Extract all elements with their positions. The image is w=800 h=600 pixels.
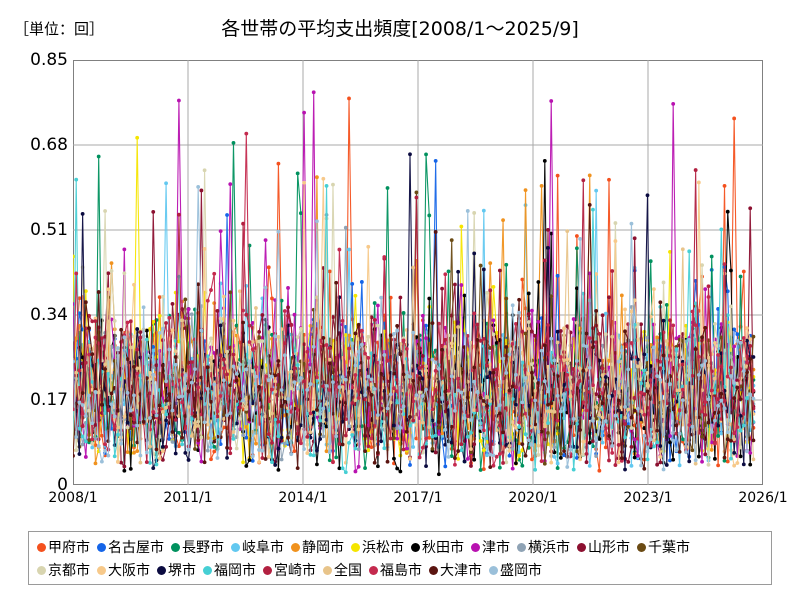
y-tick-label: 0.68 bbox=[30, 135, 68, 155]
legend-label: 秋田市 bbox=[422, 539, 464, 556]
legend-item-大津市[interactable]: 大津市 bbox=[429, 564, 482, 578]
legend-item-大阪市[interactable]: 大阪市 bbox=[97, 564, 150, 578]
x-tick-label: 2014/1 bbox=[278, 490, 328, 506]
legend-label: 山形市 bbox=[588, 539, 630, 556]
y-tick-label: 0.51 bbox=[30, 220, 68, 240]
legend-label: 静岡市 bbox=[302, 539, 344, 556]
legend-row-2: 京都市 大阪市 堺市 福岡市 宮崎市 全国 福島市 大津市 盛岡市 bbox=[37, 559, 765, 582]
legend-item-長野市[interactable]: 長野市 bbox=[171, 541, 224, 555]
legend-label: 福岡市 bbox=[214, 562, 256, 579]
legend-item-横浜市[interactable]: 横浜市 bbox=[517, 541, 570, 555]
series-19 bbox=[73, 185, 756, 472]
legend-item-岐阜市[interactable]: 岐阜市 bbox=[231, 541, 284, 555]
legend-marker-icon bbox=[323, 566, 332, 575]
legend-item-宮崎市[interactable]: 宮崎市 bbox=[263, 564, 316, 578]
legend-item-秋田市[interactable]: 秋田市 bbox=[411, 541, 464, 555]
legend-marker-icon bbox=[411, 543, 420, 552]
x-tick-label: 2023/1 bbox=[623, 490, 673, 506]
legend-item-静岡市[interactable]: 静岡市 bbox=[291, 541, 344, 555]
x-tick-label: 2026/1 bbox=[738, 490, 788, 506]
legend-item-全国[interactable]: 全国 bbox=[323, 564, 362, 578]
legend-marker-icon bbox=[37, 566, 46, 575]
legend-label: 岐阜市 bbox=[242, 539, 284, 556]
legend-marker-icon bbox=[97, 566, 106, 575]
legend-item-堺市[interactable]: 堺市 bbox=[157, 564, 196, 578]
legend-label: 京都市 bbox=[48, 562, 90, 579]
legend-item-浜松市[interactable]: 浜松市 bbox=[351, 541, 404, 555]
legend-label: 名古屋市 bbox=[108, 539, 164, 556]
legend-row-1: 甲府市 名古屋市 長野市 岐阜市 静岡市 浜松市 秋田市 津市 横浜市 山形市 千葉市 bbox=[37, 536, 765, 559]
legend-label: 千葉市 bbox=[648, 539, 690, 556]
legend-marker-icon bbox=[369, 566, 378, 575]
legend-marker-icon bbox=[351, 543, 360, 552]
legend-label: 大津市 bbox=[440, 562, 482, 579]
legend-item-盛岡市[interactable]: 盛岡市 bbox=[489, 564, 542, 578]
legend-marker-icon bbox=[231, 543, 240, 552]
legend-label: 津市 bbox=[482, 539, 510, 556]
legend-marker-icon bbox=[291, 543, 300, 552]
x-tick-label: 2020/1 bbox=[508, 490, 558, 506]
legend-item-甲府市[interactable]: 甲府市 bbox=[37, 541, 90, 555]
legend-label: 福島市 bbox=[380, 562, 422, 579]
x-tick-label: 2017/1 bbox=[393, 490, 443, 506]
unit-label: ［単位：回］ bbox=[14, 21, 105, 38]
x-tick-label: 2008/1 bbox=[48, 490, 98, 506]
legend-label: 横浜市 bbox=[528, 539, 570, 556]
legend-marker-icon bbox=[37, 543, 46, 552]
y-tick-label: 0.85 bbox=[30, 50, 68, 70]
legend-marker-icon bbox=[157, 566, 166, 575]
y-tick-label: 0.34 bbox=[30, 305, 68, 325]
legend-marker-icon bbox=[263, 566, 272, 575]
legend-item-福岡市[interactable]: 福岡市 bbox=[203, 564, 256, 578]
legend-marker-icon bbox=[489, 566, 498, 575]
legend-marker-icon bbox=[203, 566, 212, 575]
legend-marker-icon bbox=[97, 543, 106, 552]
series-canvas bbox=[73, 60, 763, 485]
legend-item-山形市[interactable]: 山形市 bbox=[577, 541, 630, 555]
chart-title: 各世帯の平均支出頻度[2008/1～2025/9] bbox=[221, 18, 579, 40]
legend-item-京都市[interactable]: 京都市 bbox=[37, 564, 90, 578]
legend-label: 盛岡市 bbox=[500, 562, 542, 579]
legend: 甲府市 名古屋市 長野市 岐阜市 静岡市 浜松市 秋田市 津市 横浜市 山形市 千葉市 京都市 大阪市… bbox=[28, 531, 772, 585]
y-tick-label: 0 bbox=[57, 475, 68, 495]
legend-label: 浜松市 bbox=[362, 539, 404, 556]
legend-label: 大阪市 bbox=[108, 562, 150, 579]
legend-item-福島市[interactable]: 福島市 bbox=[369, 564, 422, 578]
plot-area bbox=[73, 60, 763, 485]
legend-marker-icon bbox=[471, 543, 480, 552]
y-axis-tick-labels: 0 0.17 0.34 0.51 0.68 0.85 bbox=[0, 0, 68, 600]
legend-item-津市[interactable]: 津市 bbox=[471, 541, 510, 555]
legend-label: 長野市 bbox=[182, 539, 224, 556]
legend-marker-icon bbox=[577, 543, 586, 552]
legend-marker-icon bbox=[171, 543, 180, 552]
legend-label: 全国 bbox=[334, 562, 362, 579]
legend-marker-icon bbox=[429, 566, 438, 575]
x-tick-label: 2011/1 bbox=[163, 490, 213, 506]
legend-marker-icon bbox=[517, 543, 526, 552]
legend-label: 甲府市 bbox=[48, 539, 90, 556]
legend-marker-icon bbox=[637, 543, 646, 552]
legend-item-千葉市[interactable]: 千葉市 bbox=[637, 541, 690, 555]
y-tick-label: 0.17 bbox=[30, 390, 68, 410]
legend-label: 宮崎市 bbox=[274, 562, 316, 579]
legend-item-名古屋市[interactable]: 名古屋市 bbox=[97, 541, 164, 555]
legend-label: 堺市 bbox=[168, 562, 196, 579]
